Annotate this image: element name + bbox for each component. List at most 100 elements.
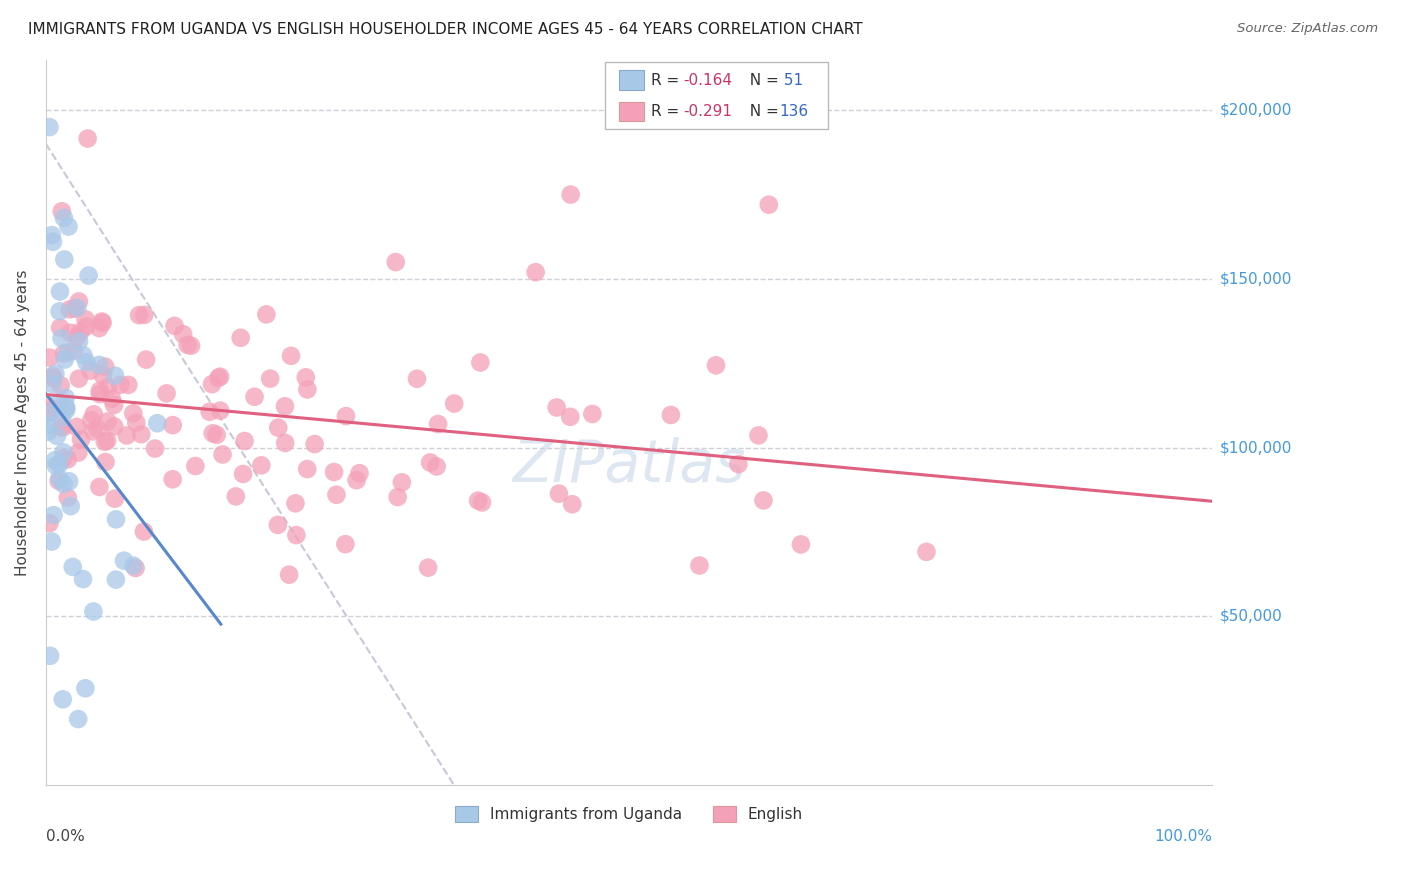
Point xyxy=(207,371,229,385)
Point xyxy=(67,372,90,386)
Point xyxy=(294,370,316,384)
Point xyxy=(87,358,110,372)
Legend: Immigrants from Uganda, English: Immigrants from Uganda, English xyxy=(449,800,808,829)
Point xyxy=(91,316,114,330)
Point xyxy=(48,394,70,409)
Point xyxy=(727,457,749,471)
Point xyxy=(384,255,406,269)
Point xyxy=(82,425,104,439)
Text: 51: 51 xyxy=(779,73,803,87)
Point xyxy=(77,268,100,283)
Point xyxy=(75,312,97,326)
Point xyxy=(132,524,155,539)
Point xyxy=(134,308,156,322)
Point xyxy=(419,455,441,469)
Text: -0.291: -0.291 xyxy=(683,104,733,119)
Point xyxy=(110,377,132,392)
Point xyxy=(146,416,169,430)
Point xyxy=(49,378,72,392)
Point xyxy=(915,545,938,559)
Point xyxy=(53,401,76,415)
Point xyxy=(89,384,111,398)
Point xyxy=(80,413,103,427)
Point xyxy=(560,187,582,202)
Point xyxy=(349,466,371,480)
Point xyxy=(561,497,583,511)
Text: $150,000: $150,000 xyxy=(1220,271,1292,286)
Point xyxy=(229,331,252,345)
Point xyxy=(122,558,145,573)
Point xyxy=(243,390,266,404)
Point xyxy=(52,692,75,706)
Point xyxy=(66,301,89,315)
Point xyxy=(66,330,89,344)
Point xyxy=(75,681,97,696)
Point xyxy=(297,462,319,476)
Text: 0.0%: 0.0% xyxy=(46,829,84,844)
Text: ZIPatlas: ZIPatlas xyxy=(512,437,745,494)
Point xyxy=(55,403,77,417)
Point xyxy=(297,383,319,397)
Point xyxy=(42,369,65,384)
Point xyxy=(55,391,77,405)
Point xyxy=(124,561,146,575)
Point xyxy=(391,475,413,490)
Point xyxy=(323,465,346,479)
Point xyxy=(42,402,65,417)
Point xyxy=(304,437,326,451)
Point xyxy=(211,447,233,461)
Point xyxy=(758,197,780,211)
Point xyxy=(56,491,79,505)
Point xyxy=(67,445,90,459)
Point xyxy=(747,428,769,442)
Point xyxy=(259,371,281,385)
Point xyxy=(52,477,75,491)
Point xyxy=(201,377,224,392)
Text: 100.0%: 100.0% xyxy=(1154,829,1212,844)
Point xyxy=(96,434,118,448)
Text: -0.164: -0.164 xyxy=(683,73,733,87)
Point xyxy=(387,490,409,504)
Point xyxy=(335,409,357,423)
Point xyxy=(546,401,568,415)
Point xyxy=(162,418,184,433)
Point xyxy=(209,369,232,384)
Point xyxy=(53,352,76,367)
Point xyxy=(41,377,63,392)
Point xyxy=(122,406,145,420)
Point xyxy=(163,318,186,333)
Point xyxy=(52,451,75,466)
Point xyxy=(172,327,194,342)
Point xyxy=(42,371,65,385)
Point xyxy=(67,334,90,349)
Point xyxy=(225,490,247,504)
Point xyxy=(143,442,166,456)
Text: R =: R = xyxy=(651,73,685,87)
Text: 136: 136 xyxy=(779,104,808,119)
Point xyxy=(94,359,117,374)
Point xyxy=(267,420,290,434)
Point xyxy=(66,420,89,434)
Point xyxy=(560,409,582,424)
Point xyxy=(42,508,65,522)
Point xyxy=(59,326,82,340)
Point xyxy=(581,407,603,421)
Point xyxy=(53,252,76,267)
Point xyxy=(51,204,73,219)
Point xyxy=(37,425,59,439)
Point xyxy=(70,433,93,447)
Point xyxy=(274,400,297,414)
Point xyxy=(443,396,465,410)
Point xyxy=(49,320,72,334)
Point xyxy=(38,400,60,414)
Point xyxy=(51,331,73,345)
Text: $200,000: $200,000 xyxy=(1220,103,1292,118)
Point xyxy=(115,428,138,442)
Point xyxy=(278,567,301,582)
Point xyxy=(76,131,98,145)
Point xyxy=(548,486,571,500)
Point xyxy=(125,416,148,430)
Point xyxy=(59,302,82,317)
Point xyxy=(48,472,70,486)
Point xyxy=(201,426,224,441)
